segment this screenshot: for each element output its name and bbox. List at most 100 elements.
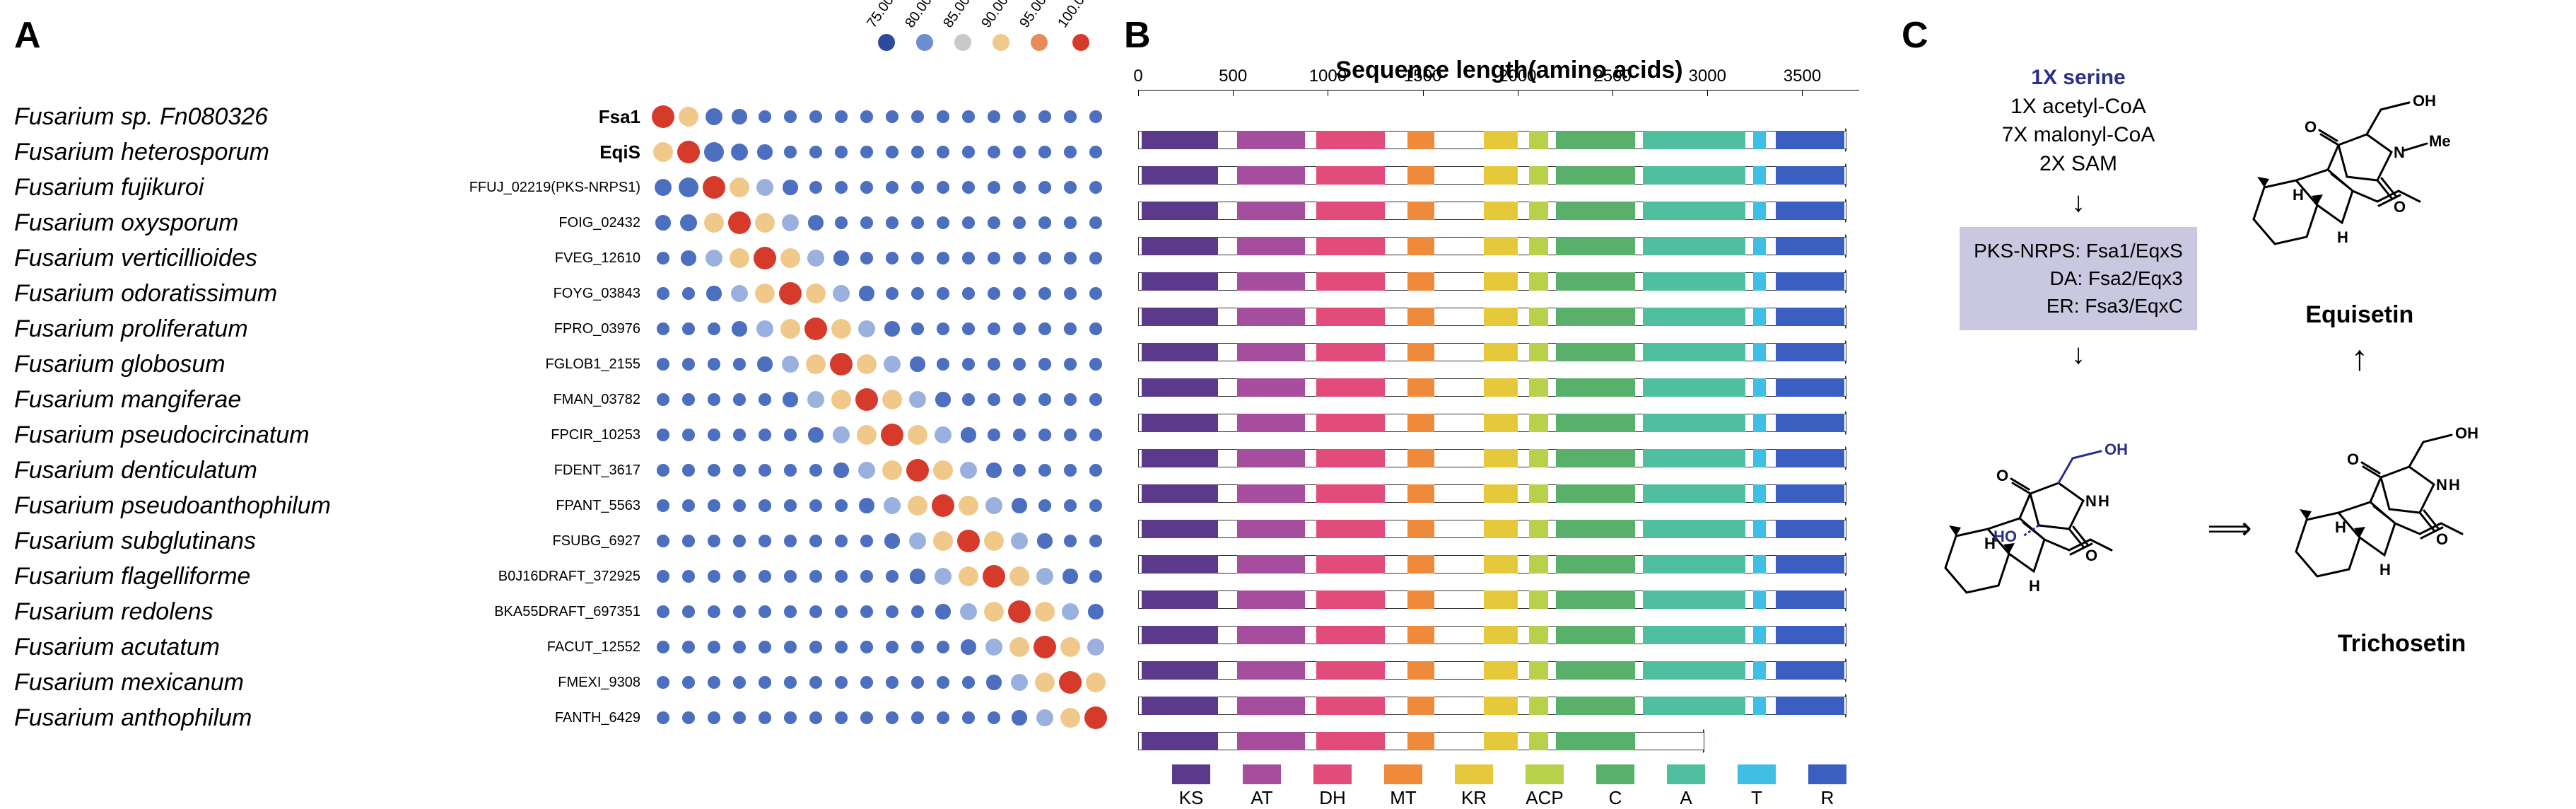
similarity-cell (676, 564, 701, 589)
similarity-cell (676, 245, 701, 271)
similarity-cell (1058, 245, 1083, 271)
domain-track (1138, 193, 1859, 228)
similarity-cell (1083, 599, 1108, 624)
species-row: Fusarium redolensBKA55DRAFT_697351 (14, 594, 1110, 629)
similarity-cell (803, 634, 829, 660)
similarity-dot (733, 499, 746, 512)
similarity-dot (809, 641, 822, 653)
similarity-dot (808, 215, 823, 230)
similarity-dot (831, 319, 851, 339)
domain-at (1237, 272, 1306, 291)
enzyme-box: PKS-NRPS: Fsa1/EqxS DA: Fsa2/Eqx3 ER: Fs… (1960, 227, 2197, 330)
similarity-cell (956, 245, 981, 271)
panel-a-rows: Fusarium sp. Fn080326Fsa1Fusarium hetero… (14, 99, 1110, 735)
similarity-cell (879, 458, 905, 483)
similarity-dot (833, 250, 848, 265)
similarity-dot (783, 392, 797, 407)
arrowhead-icon (1846, 517, 1859, 541)
similarity-cell (956, 634, 981, 660)
similarity-cell (650, 599, 676, 624)
legend-b-label: A (1680, 787, 1692, 809)
domain-c (1556, 732, 1636, 750)
similarity-cell (930, 316, 956, 342)
similarity-dot (655, 215, 670, 230)
domain-kr (1484, 484, 1518, 503)
similarity-cell (676, 422, 701, 448)
species-row: Fusarium pseudoanthophilumFPANT_5563 (14, 488, 1110, 523)
similarity-dot (784, 535, 797, 547)
similarity-dot (730, 248, 749, 268)
similarity-dot (962, 676, 975, 689)
similarity-dot (1035, 673, 1055, 692)
similarity-cell (727, 528, 752, 554)
domain-c (1556, 484, 1636, 503)
panel-a: A 75.0080.0085.0090.0095.00100.00 Fusari… (14, 21, 1110, 774)
domain-t (1753, 484, 1767, 503)
similarity-cell (650, 245, 676, 271)
similarity-dot (935, 426, 952, 444)
similarity-cell (1007, 705, 1032, 731)
domain-at (1237, 732, 1306, 750)
domain-kr (1484, 414, 1518, 432)
similarity-dot (1064, 181, 1077, 194)
similarity-dot (682, 641, 695, 653)
domain-mt (1407, 414, 1434, 432)
similarity-cell (956, 458, 981, 483)
domain-r (1776, 697, 1844, 715)
similarity-row (650, 528, 1108, 554)
similarity-dot (988, 393, 1000, 406)
similarity-dot (962, 287, 975, 300)
gene-id: B0J16DRAFT_372925 (410, 569, 650, 585)
svg-text:O: O (2394, 198, 2406, 216)
similarity-dot (731, 285, 749, 303)
legend-b-label: R (1821, 787, 1834, 809)
similarity-cell (1007, 245, 1032, 271)
domain-a (1643, 697, 1745, 715)
similarity-cell (676, 670, 701, 695)
similarity-dot (1060, 637, 1080, 657)
domain-track (1138, 370, 1859, 405)
domain-c (1556, 131, 1636, 149)
similarity-cell (829, 670, 854, 695)
similarity-cell (778, 705, 803, 731)
domain-t (1753, 697, 1767, 715)
domain-at (1237, 661, 1306, 680)
similarity-cell (879, 210, 905, 235)
similarity-dot (1089, 393, 1102, 406)
similarity-dot (959, 566, 978, 586)
similarity-cell (701, 493, 727, 518)
trichosetin-label: Trichosetin (2338, 630, 2466, 658)
domain-track (1138, 122, 1859, 158)
domain-t (1753, 661, 1767, 680)
domain-track (1138, 228, 1859, 264)
similarity-dot (784, 711, 797, 724)
domain-mt (1407, 237, 1434, 255)
domain-t (1753, 308, 1767, 326)
similarity-dot (1038, 429, 1051, 441)
domain-a (1643, 661, 1745, 680)
domain-at (1237, 131, 1306, 149)
similarity-dot (988, 252, 1000, 264)
similarity-cell (930, 564, 956, 589)
similarity-cell (854, 705, 879, 731)
domain-t (1753, 449, 1767, 467)
domain-c (1556, 449, 1636, 467)
similarity-cell (701, 104, 727, 129)
similarity-dot (733, 393, 746, 406)
panel-b-legend: KSATDHMTKRACPCATR (1138, 764, 1880, 809)
similarity-dot (733, 535, 746, 547)
similarity-cell (930, 528, 956, 554)
similarity-dot (857, 354, 877, 374)
axis-tick-label: 1000 (1309, 66, 1347, 86)
axis-tick-label: 1500 (1404, 66, 1441, 86)
axis-tick-label: 0 (1133, 66, 1142, 86)
similarity-cell (905, 493, 930, 518)
similarity-dot (1087, 639, 1105, 656)
similarity-dot (886, 146, 898, 158)
similarity-dot (835, 570, 848, 583)
legend-b-item: C (1583, 764, 1647, 809)
domain-a (1643, 414, 1745, 432)
similarity-dot (860, 605, 873, 618)
similarity-cell (879, 316, 905, 342)
similarity-cell (1083, 351, 1108, 377)
